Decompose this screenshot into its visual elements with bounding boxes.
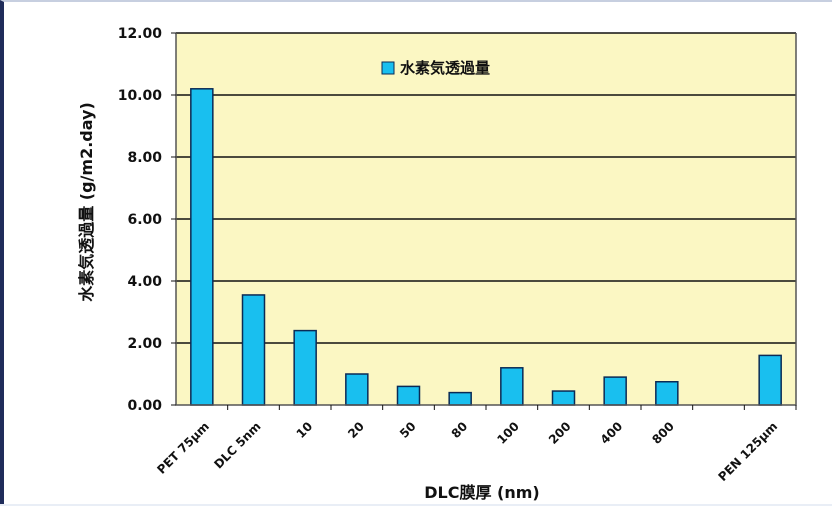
x-tick-labels: PET 75μm DLC 5nm 10 20 50 80 100 200 400 800 PEN 1… bbox=[154, 419, 780, 484]
x-tick-label: 10 bbox=[294, 419, 316, 441]
bar bbox=[190, 88, 214, 406]
y-tick-label: 4.00 bbox=[127, 274, 162, 290]
x-tick-label: DLC 5nm bbox=[211, 419, 263, 471]
bar bbox=[500, 367, 524, 406]
bars bbox=[190, 88, 782, 406]
bar bbox=[758, 354, 782, 406]
y-axis-title: 水素気透過量 (g/m2.day) bbox=[77, 102, 96, 302]
x-tick-label: 800 bbox=[649, 419, 677, 447]
x-tick-label: 400 bbox=[598, 419, 626, 447]
bar bbox=[603, 376, 627, 406]
bar bbox=[551, 390, 576, 406]
y-tick-labels: 0.00 2.00 4.00 6.00 8.00 10.00 12.00 bbox=[118, 26, 176, 414]
x-tick-label: PEN 125μm bbox=[716, 419, 781, 484]
x-tick-label: 20 bbox=[345, 419, 367, 441]
y-tick-label: 0.00 bbox=[127, 398, 162, 414]
bar bbox=[241, 294, 266, 406]
x-tick-label: 200 bbox=[546, 419, 574, 447]
legend-label: 水素気透過量 bbox=[400, 59, 490, 77]
x-tick-label: PET 75μm bbox=[154, 419, 212, 477]
bar bbox=[345, 373, 369, 406]
bar bbox=[448, 391, 472, 406]
y-tick-label: 6.00 bbox=[127, 212, 162, 228]
x-tick-label: 100 bbox=[494, 419, 522, 447]
legend: 水素気透過量 bbox=[381, 59, 490, 77]
x-tick-label: 50 bbox=[397, 419, 419, 441]
legend-swatch bbox=[381, 61, 395, 75]
bar bbox=[655, 381, 679, 406]
y-tick-label: 10.00 bbox=[118, 88, 163, 104]
bar bbox=[293, 329, 317, 406]
gridlines bbox=[176, 32, 796, 344]
bar bbox=[396, 385, 421, 406]
y-tick-label: 12.00 bbox=[118, 26, 163, 42]
x-axis-title: DLC膜厚 (nm) bbox=[424, 483, 539, 502]
y-tick-label: 2.00 bbox=[127, 336, 162, 352]
y-tick-label: 8.00 bbox=[127, 150, 162, 166]
x-tick-label: 80 bbox=[449, 419, 471, 441]
